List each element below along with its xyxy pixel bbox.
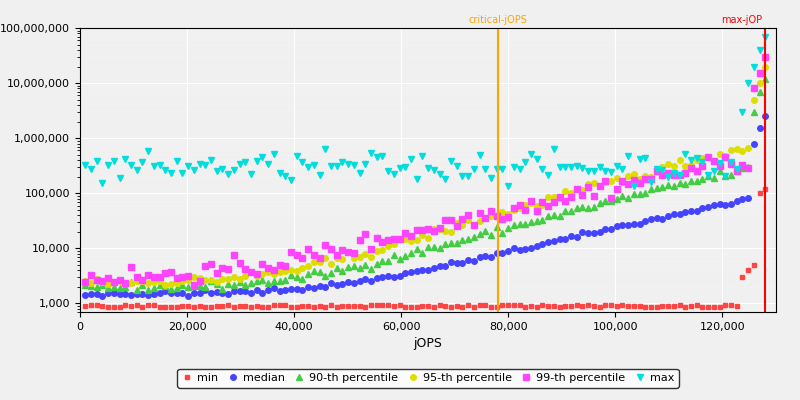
95-th percentile xyxy=(161,282,170,287)
Line: median: median xyxy=(82,114,768,298)
median xyxy=(229,288,238,293)
min xyxy=(554,305,564,310)
max xyxy=(761,34,770,39)
90-th percentile xyxy=(269,279,278,284)
90-th percentile xyxy=(554,213,564,218)
min xyxy=(458,304,467,309)
99-th percentile xyxy=(743,165,753,170)
95-th percentile xyxy=(81,279,90,284)
min xyxy=(623,304,633,308)
90-th percentile xyxy=(229,283,238,288)
median xyxy=(81,292,90,297)
median xyxy=(183,293,193,298)
median xyxy=(269,285,278,290)
max xyxy=(503,184,513,189)
95-th percentile xyxy=(229,275,238,280)
Line: 95-th percentile: 95-th percentile xyxy=(82,64,768,287)
95-th percentile xyxy=(761,64,770,69)
90-th percentile xyxy=(81,283,90,288)
Line: 90-th percentile: 90-th percentile xyxy=(82,76,768,293)
Text: critical-jOPS: critical-jOPS xyxy=(468,15,527,25)
Legend: min, median, 90-th percentile, 95-th percentile, 99-th percentile, max: min, median, 90-th percentile, 95-th per… xyxy=(178,369,678,388)
99-th percentile xyxy=(229,252,238,257)
99-th percentile xyxy=(554,195,564,200)
median xyxy=(463,258,473,262)
90-th percentile xyxy=(761,76,770,81)
Line: min: min xyxy=(83,187,767,310)
99-th percentile xyxy=(463,213,473,218)
99-th percentile xyxy=(81,280,90,284)
95-th percentile xyxy=(554,196,564,201)
90-th percentile xyxy=(463,237,473,242)
max xyxy=(743,81,753,86)
99-th percentile xyxy=(189,282,198,287)
max xyxy=(623,154,633,158)
95-th percentile xyxy=(463,218,473,222)
min xyxy=(223,303,233,308)
min xyxy=(492,305,502,310)
max xyxy=(458,174,467,179)
min xyxy=(81,304,90,309)
90-th percentile xyxy=(623,196,633,200)
99-th percentile xyxy=(761,54,770,59)
median xyxy=(623,222,633,227)
90-th percentile xyxy=(132,288,142,293)
95-th percentile xyxy=(623,174,633,178)
90-th percentile xyxy=(743,165,753,170)
min xyxy=(761,186,770,191)
95-th percentile xyxy=(743,146,753,151)
min xyxy=(263,305,273,310)
99-th percentile xyxy=(623,182,633,186)
max xyxy=(81,162,90,167)
95-th percentile xyxy=(269,272,278,276)
max xyxy=(554,164,564,169)
max xyxy=(263,162,273,166)
max xyxy=(223,172,233,176)
min xyxy=(743,268,753,273)
X-axis label: jOPS: jOPS xyxy=(414,337,442,350)
median xyxy=(554,237,564,242)
median xyxy=(743,196,753,201)
99-th percentile xyxy=(269,268,278,272)
Text: max-jOP: max-jOP xyxy=(722,15,762,25)
Line: max: max xyxy=(82,33,769,190)
median xyxy=(761,114,770,119)
Line: 99-th percentile: 99-th percentile xyxy=(82,54,768,288)
